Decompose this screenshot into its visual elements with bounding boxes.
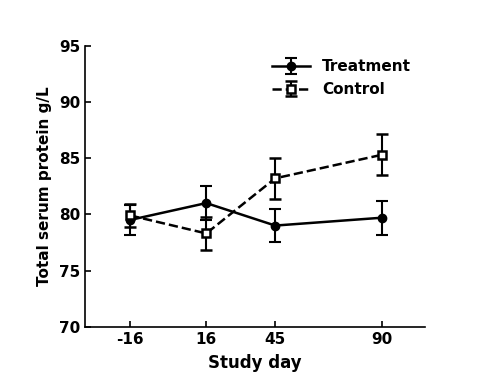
Y-axis label: Total serum protein g/L: Total serum protein g/L — [37, 86, 52, 286]
Legend: Treatment, Control: Treatment, Control — [266, 53, 418, 103]
X-axis label: Study day: Study day — [208, 354, 302, 372]
